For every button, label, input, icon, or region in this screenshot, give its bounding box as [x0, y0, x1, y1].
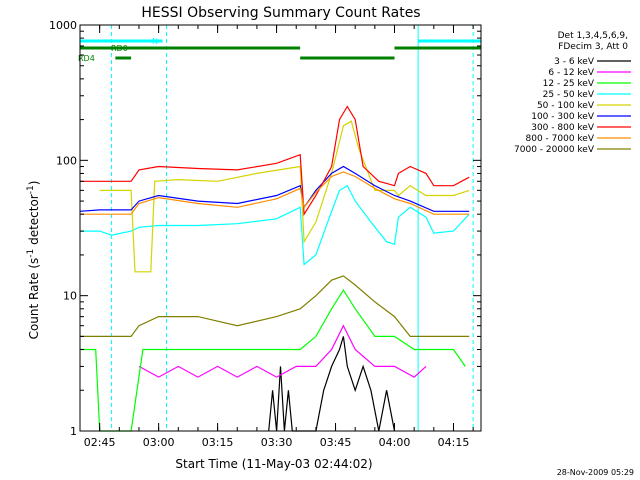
- x-tick-label-5: 04:00: [379, 436, 411, 449]
- y-tick-label-3: 1000: [49, 19, 77, 32]
- x-tick-label-2: 03:15: [202, 436, 234, 449]
- y-axis-label-part2: detector: [27, 194, 41, 249]
- x-tick-label-6: 04:15: [438, 436, 470, 449]
- y-axis-label-sup1: -1: [26, 249, 36, 258]
- y-axis-label-part3: ): [27, 181, 41, 186]
- plot-frame: [79, 24, 482, 432]
- series-line-2: [80, 288, 466, 432]
- legend-label-1: 6 - 12 keV: [548, 68, 594, 78]
- legend: Det 1,3,4,5,6,9,FDecim 3, Att 0 3 - 6 keV…: [514, 31, 631, 155]
- legend-label-0: 3 - 6 keV: [554, 57, 595, 67]
- y-axis-ticks: 1 10 100 1000: [49, 19, 481, 438]
- legend-label-6: 300 - 800 keV: [531, 123, 595, 133]
- series-line-8: [80, 275, 470, 337]
- x-axis-ticks: 02:45 03:00 03:15 03:30 03:45 04:00 04:15: [79, 25, 474, 449]
- x-tick-label-3: 03:30: [261, 436, 293, 449]
- status-bar-label-rd0: RD0: [111, 44, 128, 53]
- chart-title: HESSI Observing Summary Count Rates: [141, 5, 420, 21]
- legend-header-line-0: Det 1,3,4,5,6,9,: [558, 31, 628, 41]
- x-tick-label-0: 02:45: [84, 436, 116, 449]
- legend-label-4: 50 - 100 keV: [537, 101, 595, 111]
- legend-label-8: 7000 - 20000 keV: [514, 145, 595, 155]
- y-axis-label: Count Rate (s-1 detector-1): [26, 181, 41, 340]
- vertical-markers: [79, 25, 474, 431]
- y-axis-label-part1: Count Rate (s: [27, 258, 41, 340]
- series-line-1: [138, 324, 427, 378]
- legend-header-line-1: FDecim 3, Att 0: [558, 42, 628, 52]
- series-line-6: [80, 105, 470, 217]
- y-tick-label-1: 10: [63, 290, 77, 303]
- status-bars: RD0 RD4 N: [78, 37, 481, 63]
- series-line-3: [80, 184, 470, 266]
- y-axis-label-sup2: -1: [26, 185, 36, 194]
- x-tick-label-1: 03:00: [143, 436, 175, 449]
- legend-label-2: 12 - 25 keV: [543, 79, 595, 89]
- legend-label-3: 25 - 50 keV: [543, 90, 595, 100]
- footer-timestamp: 28-Nov-2009 05:29: [557, 468, 634, 477]
- series-line-7: [80, 171, 470, 215]
- series-line-0: [268, 336, 396, 432]
- legend-label-7: 800 - 7000 keV: [526, 134, 595, 144]
- legend-label-5: 100 - 300 keV: [531, 112, 595, 122]
- x-tick-label-4: 03:45: [320, 436, 352, 449]
- status-bar-label-n: N: [152, 37, 158, 46]
- series-layer: [79, 105, 470, 432]
- series-line-4: [99, 120, 470, 273]
- x-axis-label: Start Time (11-May-03 02:44:02): [175, 457, 372, 471]
- y-tick-label-2: 100: [56, 154, 77, 167]
- y-tick-label-0: 1: [70, 425, 77, 438]
- status-bar-label-rd4: RD4: [78, 54, 95, 63]
